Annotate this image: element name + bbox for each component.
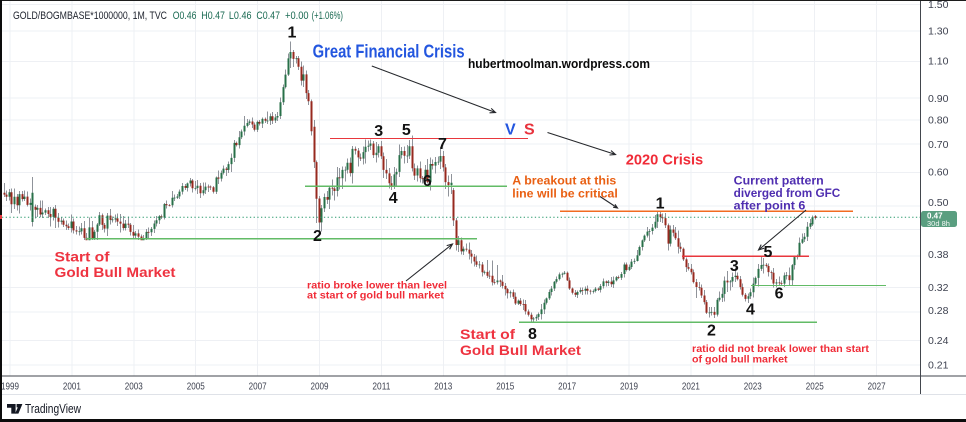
svg-text:5: 5 xyxy=(402,122,411,139)
svg-text:7: 7 xyxy=(438,136,447,153)
svg-text:+0.00: +0.00 xyxy=(285,10,309,22)
svg-text:2005: 2005 xyxy=(187,381,205,393)
svg-text:1.30: 1.30 xyxy=(928,25,949,37)
svg-text:0.60: 0.60 xyxy=(928,167,949,179)
svg-text:0.90: 0.90 xyxy=(928,93,949,105)
svg-text:0.70: 0.70 xyxy=(928,139,949,151)
svg-text:Gold Bull Market: Gold Bull Market xyxy=(55,264,176,280)
svg-text:1: 1 xyxy=(656,196,665,213)
svg-text:S: S xyxy=(524,122,535,139)
svg-text:4: 4 xyxy=(389,190,398,207)
svg-text:6: 6 xyxy=(775,286,784,303)
svg-text:1.10: 1.10 xyxy=(928,55,949,67)
svg-text:A breakout at this: A breakout at this xyxy=(512,176,616,188)
svg-text:2003: 2003 xyxy=(125,381,143,393)
svg-text:4: 4 xyxy=(746,302,755,319)
svg-text:3: 3 xyxy=(374,123,383,140)
svg-text:diverged from GFC: diverged from GFC xyxy=(734,188,841,200)
svg-text:V: V xyxy=(505,122,516,139)
svg-text:C0.47: C0.47 xyxy=(256,10,280,22)
svg-text:2021: 2021 xyxy=(682,381,700,393)
svg-text:L0.46: L0.46 xyxy=(229,10,252,22)
svg-text:line will be critical: line will be critical xyxy=(512,189,618,201)
svg-text:H0.47: H0.47 xyxy=(201,10,225,22)
svg-text:0.50: 0.50 xyxy=(928,197,949,209)
svg-text:1.50: 1.50 xyxy=(928,0,949,11)
svg-text:ratio did not break lower than: ratio did not break lower than start xyxy=(692,343,870,355)
svg-text:0.38: 0.38 xyxy=(928,249,949,261)
svg-text:3: 3 xyxy=(730,258,739,275)
svg-text:TradingView: TradingView xyxy=(25,402,82,416)
svg-text:5: 5 xyxy=(763,244,772,261)
svg-text:0.21: 0.21 xyxy=(928,359,949,371)
svg-text:2009: 2009 xyxy=(311,381,329,393)
svg-text:2007: 2007 xyxy=(249,381,267,393)
svg-text:Great Financial Crisis: Great Financial Crisis xyxy=(313,42,465,62)
svg-text:Current pattern: Current pattern xyxy=(734,176,824,188)
svg-text:2027: 2027 xyxy=(868,381,886,393)
svg-text:after point 6: after point 6 xyxy=(734,201,806,213)
svg-text:0.28: 0.28 xyxy=(928,305,949,317)
svg-text:1999: 1999 xyxy=(1,381,19,393)
svg-text:of gold bull market: of gold bull market xyxy=(692,354,788,366)
svg-text:0.32: 0.32 xyxy=(928,282,949,294)
svg-text:2020 Crisis: 2020 Crisis xyxy=(626,152,704,169)
svg-text:Start of: Start of xyxy=(55,249,110,265)
svg-text:2: 2 xyxy=(707,322,716,339)
svg-text:ratio broke lower than level: ratio broke lower than level xyxy=(307,280,447,292)
svg-text:Start of: Start of xyxy=(460,326,515,342)
svg-text:Gold Bull Market: Gold Bull Market xyxy=(460,342,581,358)
svg-text:6: 6 xyxy=(423,173,432,190)
svg-text:2001: 2001 xyxy=(63,381,81,393)
svg-text:0.24: 0.24 xyxy=(928,335,949,347)
svg-text:GOLD/BOGMBASE*1000000, 1M, TVC: GOLD/BOGMBASE*1000000, 1M, TVC xyxy=(13,10,167,22)
svg-text:2015: 2015 xyxy=(496,381,514,393)
svg-text:2: 2 xyxy=(313,228,322,245)
svg-text:(+1.06%): (+1.06%) xyxy=(312,10,343,22)
svg-text:2017: 2017 xyxy=(558,381,576,393)
svg-text:hubertmoolman.wordpress.com: hubertmoolman.wordpress.com xyxy=(468,56,650,71)
svg-text:0.80: 0.80 xyxy=(928,114,949,126)
svg-text:2023: 2023 xyxy=(744,381,762,393)
svg-text:2025: 2025 xyxy=(806,381,824,393)
svg-text:O0.46: O0.46 xyxy=(173,10,197,22)
svg-text:2011: 2011 xyxy=(372,381,390,393)
svg-text:2019: 2019 xyxy=(620,381,638,393)
svg-text:2013: 2013 xyxy=(434,381,452,393)
svg-text:1: 1 xyxy=(288,25,297,42)
svg-text:30d 8h: 30d 8h xyxy=(927,219,950,228)
svg-text:8: 8 xyxy=(528,326,537,343)
svg-text:0.47: 0.47 xyxy=(927,212,943,221)
svg-text:at start of gold bull market: at start of gold bull market xyxy=(307,290,445,302)
